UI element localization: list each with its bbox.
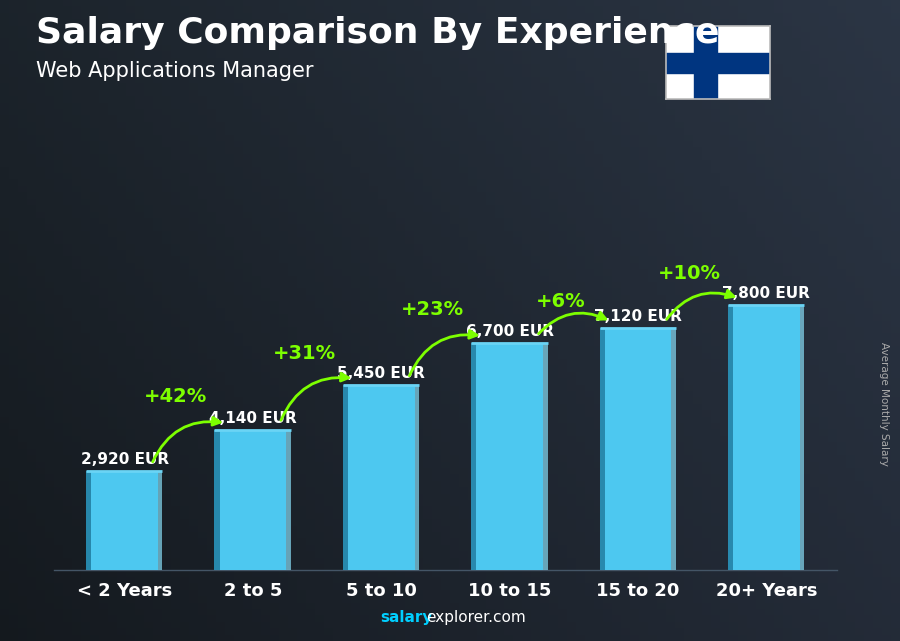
Bar (694, 26, 716, 99)
Text: Salary Comparison By Experience: Salary Comparison By Experience (36, 16, 719, 50)
Bar (605, 328, 671, 570)
Bar (348, 385, 415, 570)
Text: explorer.com: explorer.com (426, 610, 526, 625)
Text: 7,800 EUR: 7,800 EUR (723, 286, 810, 301)
FancyBboxPatch shape (214, 429, 220, 570)
FancyBboxPatch shape (158, 471, 163, 570)
Bar (91, 471, 158, 570)
Text: +23%: +23% (401, 300, 464, 319)
Text: salaryexplorer.com: salaryexplorer.com (377, 610, 523, 625)
FancyBboxPatch shape (671, 328, 676, 570)
FancyBboxPatch shape (728, 305, 733, 570)
FancyBboxPatch shape (415, 385, 419, 570)
Text: +42%: +42% (144, 387, 208, 406)
FancyBboxPatch shape (286, 429, 291, 570)
Bar (220, 429, 286, 570)
Text: 4,140 EUR: 4,140 EUR (209, 411, 297, 426)
Bar (733, 305, 800, 570)
Bar (666, 53, 770, 73)
Text: Web Applications Manager: Web Applications Manager (36, 61, 313, 81)
FancyBboxPatch shape (599, 328, 605, 570)
Text: 6,700 EUR: 6,700 EUR (465, 324, 554, 338)
Text: +31%: +31% (273, 344, 336, 363)
Text: +10%: +10% (658, 264, 721, 283)
FancyBboxPatch shape (86, 471, 91, 570)
FancyBboxPatch shape (800, 305, 805, 570)
FancyBboxPatch shape (472, 342, 476, 570)
FancyBboxPatch shape (543, 342, 547, 570)
Text: Average Monthly Salary: Average Monthly Salary (878, 342, 889, 466)
Text: 2,920 EUR: 2,920 EUR (80, 452, 168, 467)
FancyBboxPatch shape (343, 385, 348, 570)
Text: 5,450 EUR: 5,450 EUR (338, 366, 426, 381)
Text: 7,120 EUR: 7,120 EUR (594, 309, 682, 324)
Bar (476, 342, 543, 570)
Text: +6%: +6% (536, 292, 586, 312)
Text: salary: salary (380, 610, 432, 625)
